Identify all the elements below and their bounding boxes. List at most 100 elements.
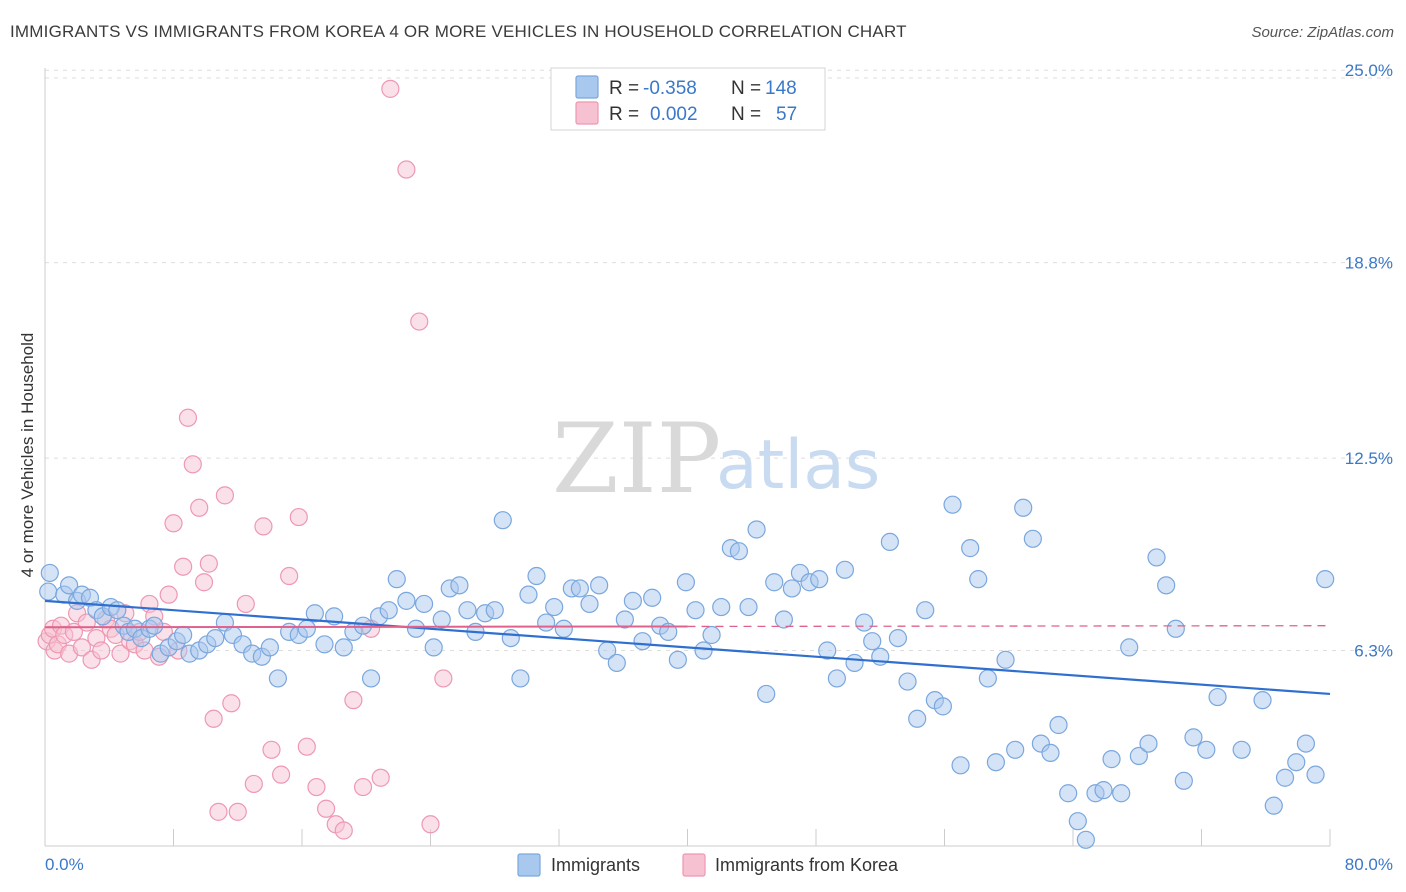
immigrants-point-59 (519, 585, 538, 604)
immigrants-point-112 (986, 753, 1006, 772)
immigrants-point-137 (1232, 740, 1251, 759)
korea-point-45 (262, 740, 281, 759)
immigrants-point-111 (978, 669, 997, 688)
bottom-legend-swatch-immigrants (517, 853, 541, 877)
korea-point-54 (344, 691, 363, 710)
series-korea-points (37, 79, 453, 840)
immigrants-point-136 (1208, 687, 1227, 707)
immigrants-point-49 (432, 610, 451, 629)
korea-point-43 (244, 774, 263, 794)
korea-point-55 (353, 777, 373, 797)
immigrants-point-100 (880, 532, 899, 552)
korea-point-32 (178, 408, 198, 427)
x-tick-label-min: 0.0% (45, 855, 84, 874)
legend-n-value-1: 148 (765, 78, 797, 99)
immigrants-point-48 (424, 638, 443, 657)
immigrants-point-83 (729, 542, 749, 561)
immigrants-point-69 (607, 653, 626, 673)
immigrants-point-78 (686, 601, 705, 620)
korea-point-49 (297, 737, 316, 756)
korea-point-57 (371, 768, 390, 787)
immigrants-point-66 (580, 594, 599, 614)
stats-legend: R = -0.358 N = 148 R = 0.002 N = 57 (550, 67, 826, 131)
immigrants-point-95 (835, 560, 855, 579)
immigrants-point-84 (739, 597, 758, 617)
immigrants-point-24 (206, 628, 225, 648)
immigrants-point-77 (676, 573, 695, 592)
watermark: ZIP atlas (552, 403, 880, 515)
legend-swatch-immigrants (575, 75, 599, 99)
korea-point-62 (434, 669, 453, 688)
immigrants-point-10 (108, 601, 127, 620)
immigrants-point-55 (485, 601, 504, 620)
immigrants-point-125 (1102, 750, 1121, 769)
immigrants-point-34 (297, 619, 316, 638)
y-tick-label-3: 25.0% (1345, 61, 1393, 80)
korea-trend-line (44, 625, 688, 629)
immigrants-point-80 (702, 625, 721, 645)
immigrants-point-65 (570, 579, 589, 598)
immigrants-point-118 (1041, 743, 1060, 763)
immigrants-point-67 (590, 576, 609, 595)
gridlines (45, 69, 1393, 652)
immigrants-point-71 (623, 591, 642, 610)
korea-trend-line-extension (687, 625, 1331, 628)
bottom-legend-immigrants: Immigrants (551, 855, 640, 875)
immigrants-point-62 (545, 597, 564, 617)
immigrants-point-72 (633, 632, 652, 651)
immigrants-point-106 (933, 697, 952, 716)
immigrants-point-79 (694, 641, 713, 660)
legend-r-value-2: 0.002 (650, 104, 698, 125)
korea-point-53 (334, 821, 353, 840)
immigrants-point-75 (659, 622, 678, 641)
immigrants-point-116 (1023, 529, 1042, 548)
bottom-legend-swatch-korea (682, 853, 706, 877)
korea-point-60 (410, 312, 429, 331)
series-immigrants-points (39, 495, 1335, 849)
immigrants-point-134 (1184, 728, 1203, 747)
x-axis-ticks (173, 829, 1331, 846)
immigrants-point-36 (315, 635, 334, 654)
immigrants-point-107 (943, 495, 962, 514)
immigrants-point-44 (387, 570, 406, 589)
immigrants-point-16 (145, 616, 164, 635)
immigrants-point-52 (458, 601, 477, 620)
immigrants-point-61 (537, 613, 556, 632)
immigrants-point-31 (268, 669, 288, 688)
immigrants-point-115 (1014, 498, 1033, 517)
korea-point-37 (204, 709, 223, 728)
immigrants-point-114 (1006, 740, 1025, 759)
immigrants-point-87 (765, 573, 784, 592)
legend-swatch-korea (575, 101, 599, 125)
immigrants-point-142 (1296, 734, 1316, 753)
immigrants-point-92 (810, 570, 829, 589)
immigrants-point-0 (39, 582, 58, 601)
immigrants-point-63 (554, 619, 573, 638)
immigrants-point-101 (888, 628, 908, 648)
source-label: Source: ZipAtlas.com (1251, 24, 1394, 41)
immigrants-point-129 (1139, 734, 1158, 753)
immigrants-point-113 (996, 650, 1015, 669)
immigrants-point-109 (961, 539, 980, 558)
korea-point-10 (72, 638, 92, 657)
immigrants-point-88 (774, 610, 793, 629)
korea-point-14 (92, 641, 111, 660)
korea-point-33 (183, 455, 202, 474)
immigrants-point-124 (1094, 781, 1113, 800)
korea-point-39 (215, 486, 234, 505)
korea-point-34 (190, 498, 209, 517)
korea-point-51 (316, 799, 336, 818)
korea-point-28 (159, 585, 178, 604)
immigrants-point-143 (1306, 765, 1325, 784)
korea-point-38 (209, 802, 228, 821)
immigrants-point-43 (379, 601, 398, 620)
korea-point-61 (421, 815, 440, 834)
immigrants-point-76 (668, 650, 687, 669)
immigrants-point-20 (174, 625, 193, 645)
immigrants-point-40 (353, 616, 373, 635)
immigrants-point-47 (414, 594, 434, 614)
immigrants-point-58 (511, 669, 530, 688)
y-axis-label: 4 or more Vehicles in Household (18, 333, 37, 578)
immigrants-point-127 (1120, 638, 1139, 657)
